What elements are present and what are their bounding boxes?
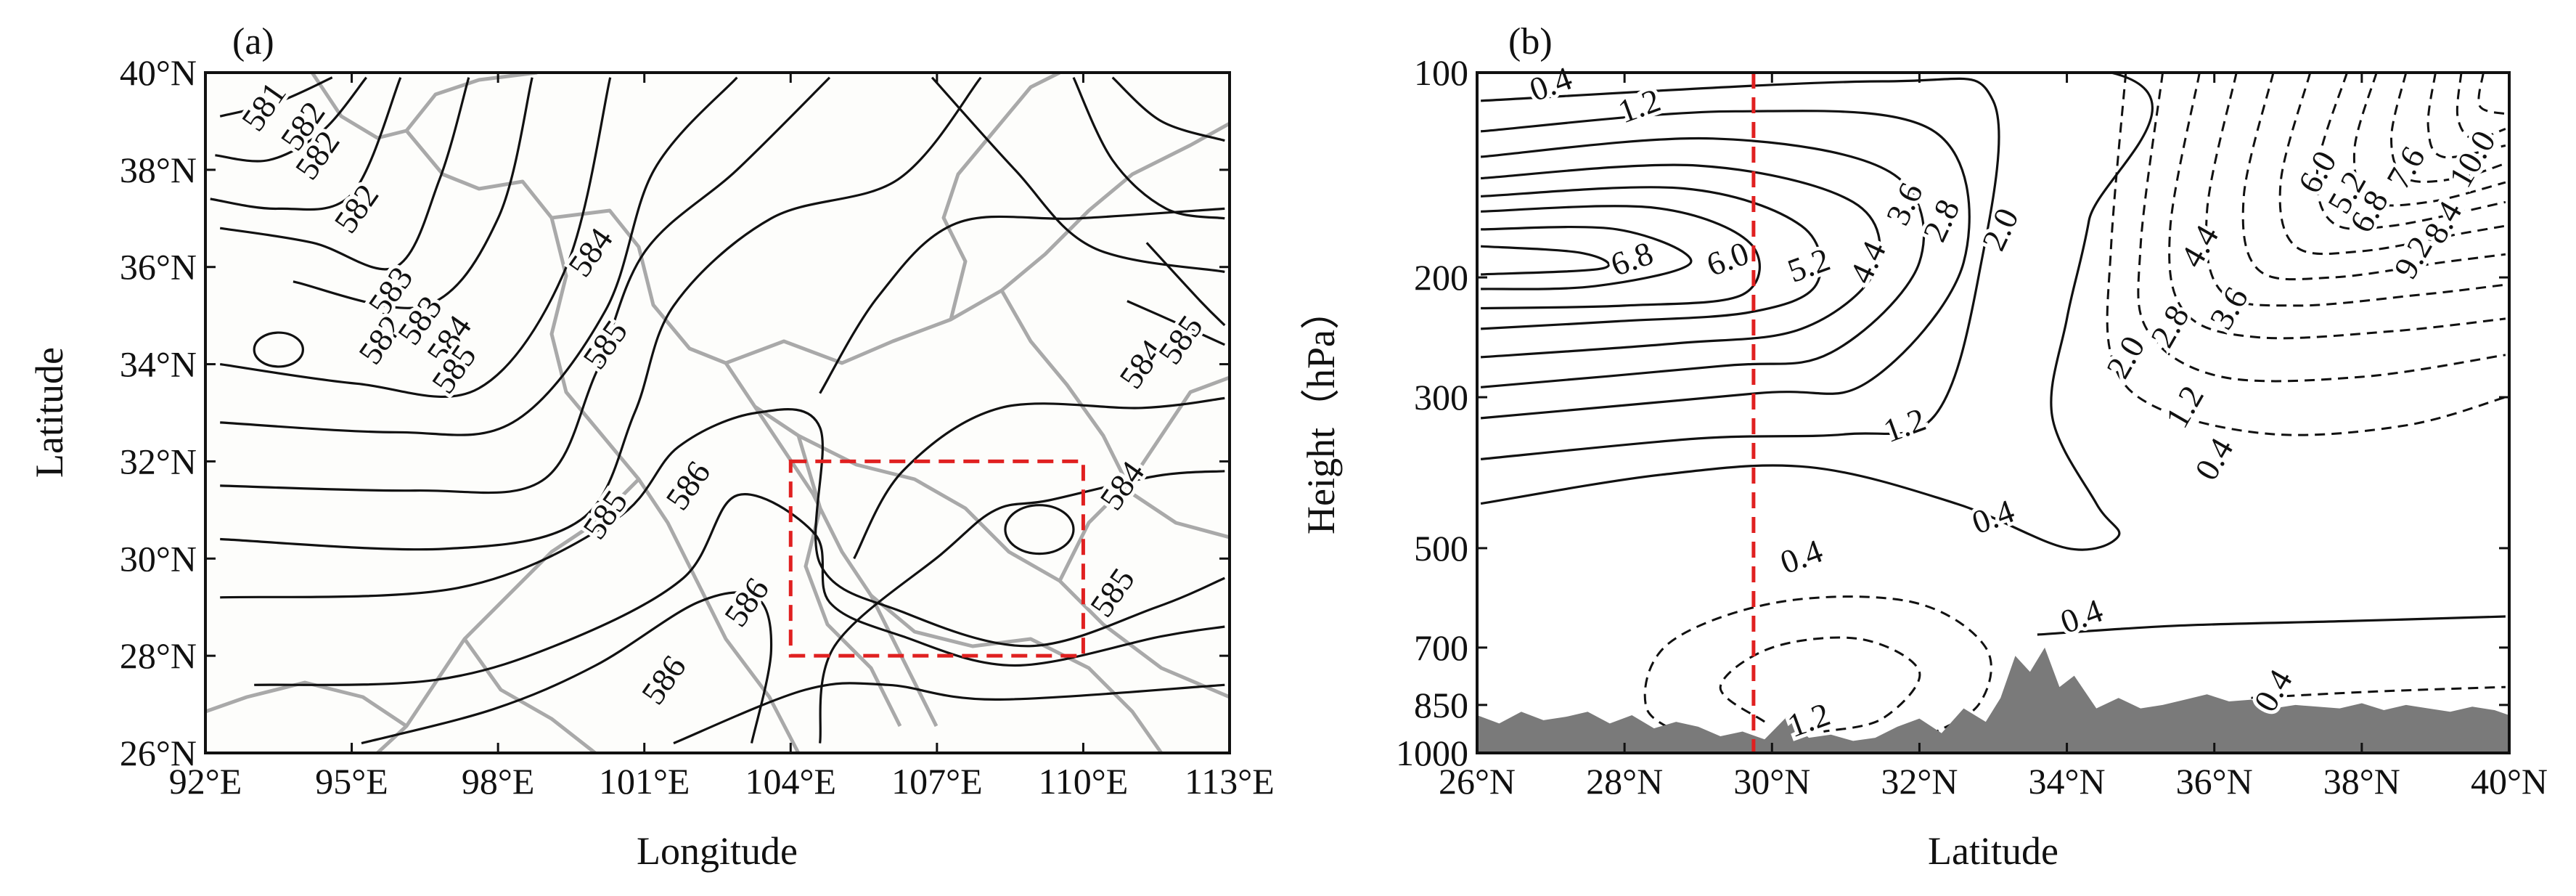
panel-b-solid-contour: [1480, 245, 1610, 276]
panel-a-label: (a): [232, 21, 274, 62]
panel-b-x-tick-label: 34°N: [2029, 761, 2106, 802]
panel-b-y-tick-label: 500: [1414, 528, 1468, 569]
panel-b-x-tick-label: 28°N: [1586, 761, 1663, 802]
panel-a-contour-line: [220, 408, 1225, 648]
panel-b-dashed-contour: [2204, 73, 2506, 307]
panel-a-x-tick-label: 98°E: [462, 761, 535, 802]
panel-b-dashed-contour: [2477, 73, 2506, 115]
panel-b-x-tick-label: 32°N: [1881, 761, 1958, 802]
panel-b-solid-contour: [1480, 77, 2000, 460]
panel-a-contour-line: [219, 76, 333, 118]
panel-a-contour-line: [819, 207, 1225, 394]
panel-a-contour-line: [293, 77, 533, 309]
panel-b-y-tick-label: 100: [1414, 52, 1468, 93]
panel-b-dashed-contour: [2352, 73, 2506, 207]
panel-b-dashed-contour: [2426, 73, 2506, 159]
panel-a-contour-line: [1145, 242, 1226, 327]
panel-b-dashed-contour: [2168, 73, 2506, 340]
panel-b-dashed-contour: [2241, 73, 2506, 281]
panel-a-contour-line: [1111, 76, 1225, 142]
panel-a-contour-line: [220, 76, 738, 436]
panel-b-solid-contour: [1480, 73, 2154, 551]
panel-b-cross-section: 0.4 1.26.8 6.0 5.2 4.43.62.8 2.01.20.40.40.41…: [1299, 21, 2548, 873]
panel-b-dashed-contour: [2456, 73, 2506, 140]
panel-a-contour-line: [220, 76, 982, 551]
panel-b-dashed-contour: [2315, 73, 2506, 230]
panel-a-contour-line: [361, 591, 773, 745]
panel-a-ylabel: Latitude: [28, 347, 71, 478]
panel-a-contour-line: [254, 493, 1225, 686]
panel-b-solid-contour: [1480, 137, 1926, 388]
panel-b-xlabel: Latitude: [1928, 829, 2058, 873]
panel-a-x-tick-label: 104°E: [745, 761, 837, 802]
panel-b-x-tick-label: 36°N: [2176, 761, 2253, 802]
panel-b-x-tick-label: 26°N: [1439, 761, 1516, 802]
panel-b-y-tick-label: 850: [1414, 685, 1468, 725]
panel-b-solid-contour: [1481, 205, 1761, 310]
panel-b-solid-contour: [1480, 163, 1881, 359]
panel-a-y-tick-label: 26°N: [120, 733, 197, 773]
panel-a-y-tick-label: 36°N: [120, 247, 197, 288]
panel-a-contour-line: [673, 682, 1225, 745]
panel-b-y-tick-label: 700: [1414, 627, 1468, 668]
panel-a-highlight-box: [788, 459, 1085, 658]
panel-a-x-tick-label: 107°E: [891, 761, 983, 802]
panel-a-frame: [204, 71, 1231, 754]
panel-a-contour-line: [220, 76, 831, 494]
panel-a-border-lines: [205, 73, 1230, 753]
panel-b-dashed-contour: [2251, 685, 2506, 699]
panel-a-x-tick-label: 92°E: [169, 761, 242, 802]
panel-b-frame: [1476, 71, 2511, 754]
panel-a-y-tick-label: 40°N: [120, 52, 197, 93]
panel-b-x-tick-label: 38°N: [2323, 761, 2400, 802]
panel-a-contour-line: [219, 77, 612, 398]
panel-b-solid-contour: [2037, 615, 2506, 636]
panel-b-dashed-contour: [1643, 595, 1992, 742]
panel-b-terrain: [1477, 647, 2509, 753]
panel-b-dashed-contour: [2137, 73, 2506, 383]
panel-b-x-tick-label: 40°N: [2471, 761, 2548, 802]
panel-b-solid-contour: [1481, 225, 1693, 290]
panel-a-x-tick-label: 95°E: [315, 761, 388, 802]
panel-b-solid-contour: [1481, 186, 1823, 330]
panel-b-y-tick-label: 1000: [1396, 733, 1468, 773]
panel-b-label: (b): [1508, 21, 1553, 62]
panel-b-dashed-contour: [2389, 73, 2506, 183]
panel-a-contour-line: [819, 470, 1225, 744]
panel-b-plot-area: [1477, 73, 2509, 753]
panel-a-contour-line: [210, 77, 402, 211]
panel-a-contour-line: [1072, 77, 1225, 220]
panel-a-contour-line: [215, 76, 367, 163]
panel-a-contour-line: [219, 77, 470, 271]
panel-a-y-tick-label: 28°N: [120, 635, 197, 676]
panel-a-y-tick-label: 34°N: [120, 344, 197, 385]
panel-b-y-tick-label: 300: [1414, 377, 1468, 418]
panel-a-y-tick-label: 32°N: [120, 441, 197, 481]
panel-b-dashed-contour: [2278, 73, 2506, 256]
panel-a-y-tick-label: 38°N: [120, 150, 197, 190]
panel-b-dashed-contour: [2106, 73, 2506, 436]
panel-b-ylabel: Height（hPa）: [1299, 290, 1343, 534]
panel-b-solid-contour: [1480, 110, 1971, 420]
panel-a-x-tick-label: 113°E: [1185, 761, 1275, 802]
panel-a-closed-contour: [253, 331, 304, 368]
panel-a-contour-line: [853, 396, 1225, 560]
panel-a-x-tick-label: 101°E: [599, 761, 690, 802]
panel-a-closed-contour: [1004, 504, 1075, 555]
panel-a-x-tick-label: 110°E: [1039, 761, 1129, 802]
panel-a-contour-line: [1127, 300, 1225, 346]
panel-a-plot-area: [205, 73, 1230, 753]
panel-b-y-tick-label: 200: [1414, 257, 1468, 298]
panel-b-x-tick-label: 30°N: [1733, 761, 1810, 802]
panel-a-xlabel: Longitude: [637, 829, 798, 873]
panel-a-y-tick-label: 30°N: [120, 538, 197, 579]
panel-b-dashed-contour: [1719, 636, 1921, 733]
